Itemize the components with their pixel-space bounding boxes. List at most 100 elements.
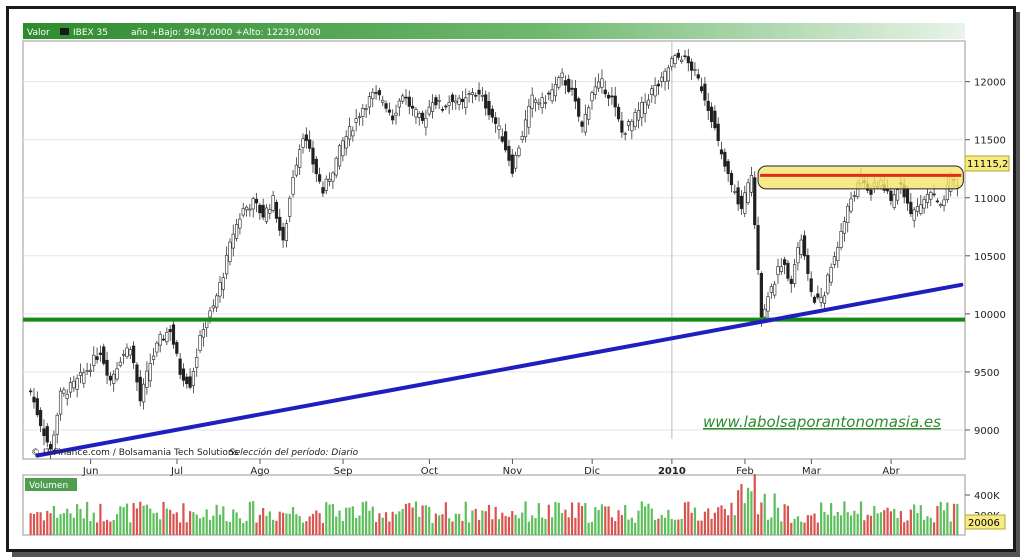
volume-bar-up [600, 504, 604, 535]
last-volume-label: 20006 [968, 518, 1000, 529]
candle-up [925, 194, 930, 203]
y-tick-label: 10000 [974, 310, 1006, 321]
candle-up [646, 99, 651, 106]
volume-bar-down [172, 513, 175, 535]
candle-up [779, 266, 783, 272]
candle-down [188, 376, 192, 388]
candle-down [500, 136, 504, 142]
volume-bar-down [318, 513, 321, 535]
volume-bar-up [448, 518, 451, 535]
volume-bar-down [185, 522, 188, 535]
candle-up [457, 97, 461, 105]
candle-up [626, 121, 631, 126]
volume-bar-down [49, 513, 52, 535]
candle-up [792, 264, 797, 284]
volume-bar-up [222, 506, 225, 535]
volume-bar-down [434, 513, 437, 535]
volume-bar-down [179, 522, 182, 535]
candle-up [211, 305, 215, 309]
candle-down [606, 94, 611, 99]
candle-down [102, 346, 106, 364]
volume-bar-down [46, 510, 49, 535]
volume-bar-down [378, 513, 381, 535]
volume-bar-down [727, 515, 730, 535]
candle-down [490, 108, 494, 118]
volume-bar-up [926, 516, 929, 535]
candle-up [244, 206, 249, 211]
candle-up [600, 78, 604, 88]
volume-bar-down [278, 511, 281, 535]
volume-bar-down [102, 521, 105, 535]
volume-bar-up [680, 518, 683, 535]
candle-down [261, 204, 265, 218]
candle-up [414, 109, 418, 118]
candle-up [357, 116, 362, 119]
volume-bar-down [258, 514, 261, 535]
candle-up [401, 95, 405, 102]
volume-bar-up [826, 514, 829, 535]
volume-bar-down [710, 518, 713, 535]
volume-bar-up [929, 517, 932, 535]
volume-bar-down [740, 484, 743, 535]
y-tick-label: 12000 [974, 78, 1006, 89]
volume-bar-up [272, 519, 275, 535]
volume-bar-up [398, 511, 401, 535]
volume-bar-up [627, 519, 630, 535]
candle-up [670, 58, 674, 67]
volume-bar-down [281, 512, 285, 535]
volume-bar-up [119, 506, 122, 535]
volume-bar-down [105, 519, 109, 535]
volume-bar-up [481, 510, 484, 535]
candle-down [175, 342, 179, 354]
candle-up [557, 77, 561, 88]
candle-up [666, 67, 670, 82]
candle-up [347, 126, 352, 140]
volume-bar-down [580, 506, 584, 535]
volume-bar-down [687, 501, 690, 535]
volume-bar-up [471, 510, 474, 535]
volume-bar-down [806, 515, 809, 535]
candle-up [520, 135, 524, 140]
candle-up [796, 247, 800, 264]
y-tick-label: 9000 [974, 426, 999, 437]
candle-up [746, 182, 750, 204]
volume-bar-up [454, 513, 457, 535]
volume-bar-down [474, 508, 477, 535]
volume-bar-down [690, 512, 693, 535]
candle-up [437, 99, 441, 102]
watermark-url[interactable]: www.labolsaporantonomasia.es [703, 413, 941, 431]
candle-up [327, 178, 332, 182]
candle-up [849, 198, 853, 212]
candle-up [427, 106, 431, 115]
volume-bar-up [351, 506, 354, 535]
volume-bar-up [916, 513, 919, 535]
candle-down [690, 61, 694, 71]
volume-bar-up [590, 521, 594, 535]
candle-up [331, 172, 335, 182]
candle-up [125, 347, 129, 357]
volume-bar-up [212, 515, 215, 535]
volume-bar-up [265, 515, 268, 535]
candle-up [769, 286, 773, 293]
candle-up [251, 198, 255, 210]
candle-down [32, 396, 36, 403]
volume-bar-up [919, 505, 922, 535]
volume-bar-up [394, 514, 398, 535]
candle-down [869, 189, 873, 195]
volume-bar-down [677, 519, 680, 535]
candle-down [178, 358, 182, 375]
candle-up [367, 96, 372, 108]
candle-up [284, 223, 289, 241]
volume-bar-up [82, 518, 85, 535]
volume-bar-up [328, 504, 331, 535]
candle-down [789, 278, 793, 284]
candle-up [892, 194, 896, 208]
volume-bar-up [159, 519, 162, 535]
volume-bar-up [129, 522, 132, 535]
volume-bar-up [544, 518, 547, 535]
volume-bar-down [753, 474, 756, 535]
candle-down [713, 110, 717, 129]
candle-up [361, 108, 365, 117]
y-tick-label: 10500 [974, 252, 1006, 263]
volume-bar-up [946, 502, 949, 535]
